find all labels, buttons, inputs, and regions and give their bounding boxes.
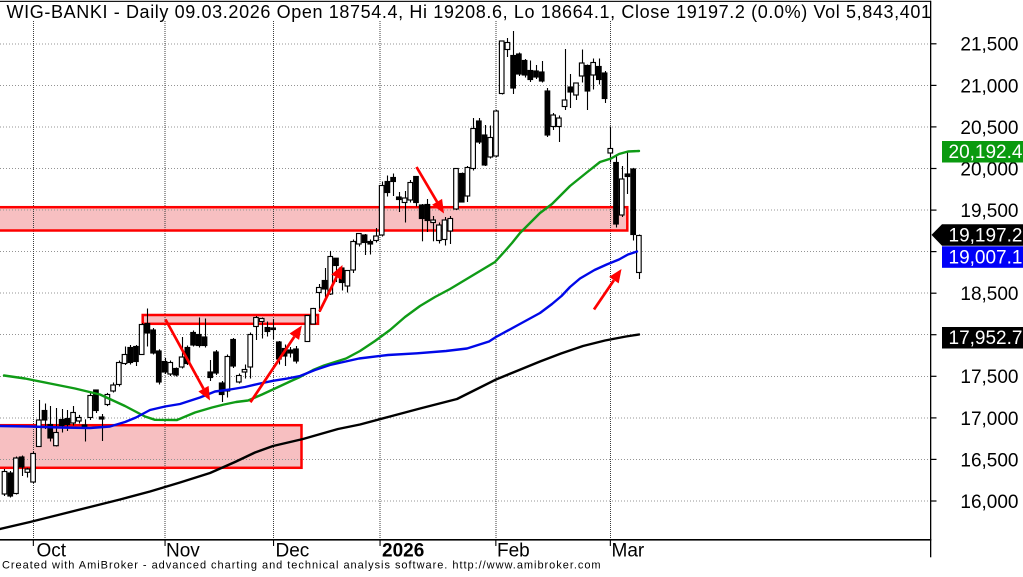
svg-text:Created with AmiBroker - advan: Created with AmiBroker - advanced charti…: [2, 560, 602, 572]
svg-text:18,500: 18,500: [960, 284, 1018, 305]
svg-text:17,000: 17,000: [960, 409, 1018, 430]
svg-text:19,500: 19,500: [960, 201, 1018, 222]
svg-text:Dec: Dec: [276, 540, 310, 561]
svg-text:16,000: 16,000: [960, 492, 1018, 513]
svg-text:17,500: 17,500: [960, 367, 1018, 388]
svg-text:20,192.4: 20,192.4: [949, 142, 1023, 163]
svg-text:17,952.7: 17,952.7: [949, 328, 1023, 349]
svg-text:2026: 2026: [382, 540, 424, 561]
svg-text:16,500: 16,500: [960, 450, 1018, 471]
svg-text:Mar: Mar: [612, 540, 645, 561]
svg-text:20,500: 20,500: [960, 118, 1018, 139]
svg-text:21,000: 21,000: [960, 76, 1018, 97]
svg-text:Feb: Feb: [497, 540, 530, 561]
svg-text:Oct: Oct: [37, 540, 67, 561]
svg-text:WIG-BANKI - Daily 09.03.2026 O: WIG-BANKI - Daily 09.03.2026 Open 18754.…: [7, 2, 932, 22]
svg-text:19,197.2: 19,197.2: [949, 225, 1023, 246]
svg-text:Nov: Nov: [166, 540, 200, 561]
svg-text:21,500: 21,500: [960, 35, 1018, 56]
svg-text:19,007.1: 19,007.1: [949, 247, 1023, 268]
